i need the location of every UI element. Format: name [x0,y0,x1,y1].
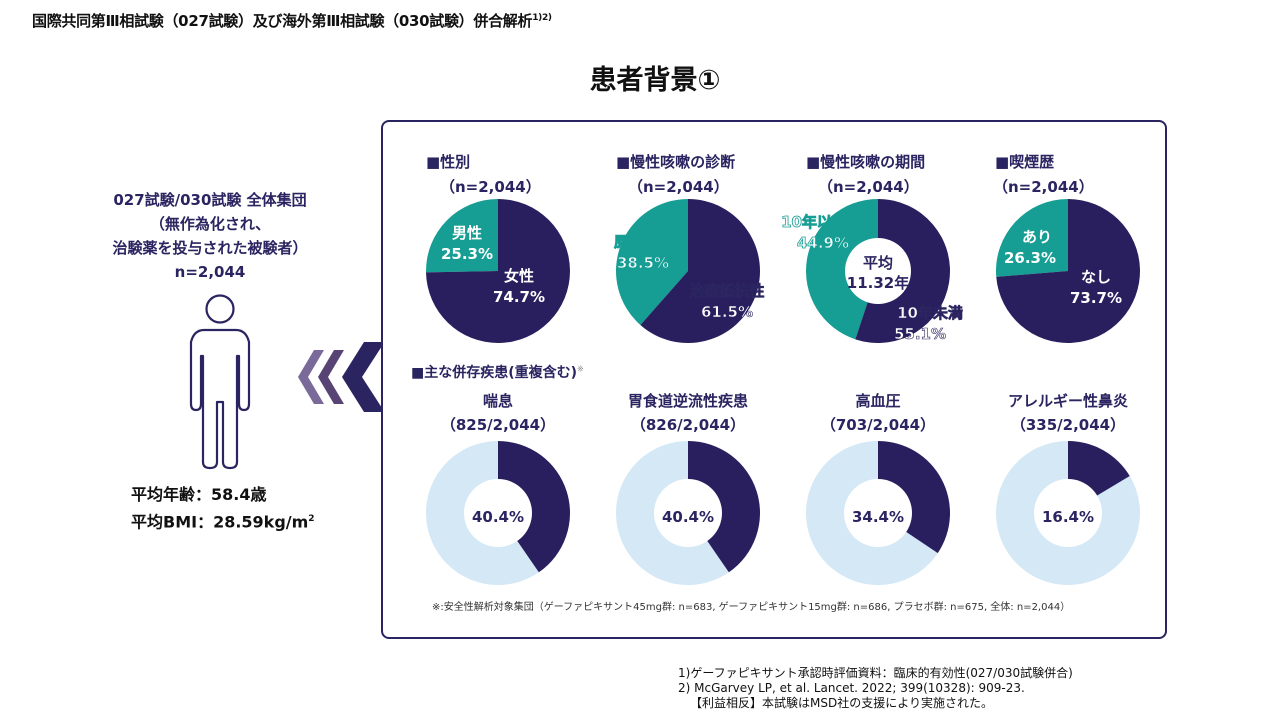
pie-center-hole [845,238,911,304]
value-nonsmoker: 73.7% [1070,289,1122,307]
value-under-10y: 55.1% [894,325,946,343]
comorbidity-title-sup: ※ [577,364,584,374]
pie-smoking: あり 26.3% なし 73.7% [996,199,1140,343]
pie-slice-refractory [640,199,760,343]
cohort-n: n=2,044 [174,263,246,281]
label-10y-plus: 10年以上 [781,213,847,231]
comorbidity-name-rhinitis: アレルギー性鼻炎 [1007,392,1128,410]
center-value-mean: 11.32年 [847,274,909,292]
label-unexplained: 原因不明 [614,233,674,251]
page-title: 患者背景① [589,65,721,96]
reference-2: 2) McGarvey LP, et al. Lancet. 2022; 399… [678,681,1025,695]
center-label-mean: 平均 [863,254,893,272]
pie-duration: 平均 11.32年 10年以上 44.9% 10年未満 55.1% [781,199,963,343]
pie-title-diagnosis: ■慢性咳嗽の診断 [616,153,736,171]
pie-diagnosis: 原因不明 38.5% 治療抵抗性 61.5% [614,199,765,343]
donut-value-hypertension [878,441,951,554]
pie-slice-nonsmoker [996,199,1140,343]
pie-title-sex: ■性別 [426,153,471,171]
value-male: 25.3% [441,245,493,263]
pie-n-diagnosis: （n=2,044） [628,178,729,196]
label-male: 男性 [452,224,482,242]
comorbidity-name-asthma: 喘息 [482,392,513,410]
value-10y-plus: 44.9% [797,234,849,252]
references: 1)ゲーファピキサント承認時評価資料：臨床的有効性(027/030試験併合) 2… [678,666,1073,711]
pie-n-sex: （n=2,044） [440,178,541,196]
pie-slice-female [426,199,570,343]
chevron-dark [342,342,382,412]
header-title-sup: 1)2) [532,13,552,23]
comorbidity-name-hypertension: 高血圧 [855,392,901,410]
mean-bmi-text: 平均BMI：28.59kg/m [131,512,309,532]
mean-bmi-sup: 2 [308,514,315,524]
header-title: 国際共同第Ⅲ相試験（027試験）及び海外第Ⅲ相試験（030試験）併合解析1)2) [32,10,552,31]
chevron-mid [318,350,344,404]
donut-hole-asthma [464,479,532,547]
value-female: 74.7% [493,288,545,306]
comorbidity-title-text: ■主な併存疾患(重複含む) [411,365,578,381]
donut-asthma: 40.4% [426,441,570,585]
pie-title-smoking: ■喫煙歴 [995,153,1055,171]
label-under-10y: 10年未満 [897,304,963,322]
value-smoker: 26.3% [1004,249,1056,267]
label-female: 女性 [504,267,534,285]
donut-label-hypertension: 34.4% [852,508,904,526]
pie-n-duration: （n=2,044） [818,178,919,196]
panel-footnote: ※:安全性解析対象集団（ゲーファピキサント45mg群: n=683, ゲーファピ… [432,602,1071,613]
donut-value-gerd [688,441,760,573]
chevron-light [298,350,324,404]
donut-gerd: 40.4% [616,441,760,585]
mean-age: 平均年齢：58.4歳 [131,485,267,504]
donut-hole-gerd [654,479,722,547]
value-refractory: 61.5% [701,303,753,321]
pie-slice-smoker [996,199,1068,277]
person-icon [189,294,251,470]
donut-label-gerd: 40.4% [662,508,714,526]
cohort-line-3: 治験薬を投与された被験者） [112,239,308,257]
comorbidity-count-gerd: （826/2,044） [630,416,746,434]
comorbidity-title: ■主な併存疾患(重複含む)※ [411,362,584,382]
value-unexplained: 38.5% [617,254,669,272]
donut-hypertension: 34.4% [806,441,951,585]
conflict-of-interest: 【利益相反】本試験はMSD社の支援により実施された。 [690,696,993,710]
reference-1: 1)ゲーファピキサント承認時評価資料：臨床的有効性(027/030試験併合) [678,666,1073,680]
header-title-text: 国際共同第Ⅲ相試験（027試験）及び海外第Ⅲ相試験（030試験）併合解析 [32,12,533,30]
pie-n-smoking: （n=2,044） [993,178,1094,196]
pie-slice-10y-plus [806,199,878,340]
pie-slice-unexplained [616,199,688,326]
chevron-arrows-icon [298,342,382,412]
mean-bmi: 平均BMI：28.59kg/m2 [131,507,315,534]
comorbidity-name-gerd: 胃食道逆流性疾患 [627,392,748,410]
pie-sex: 男性 25.3% 女性 74.7% [425,199,570,343]
donut-hole-hypertension [844,479,912,547]
comorbidity-count-asthma: （825/2,044） [440,416,556,434]
donut-label-rhinitis: 16.4% [1042,508,1094,526]
donut-rhinitis: 16.4% [996,441,1140,585]
pie-title-duration: ■慢性咳嗽の期間 [806,153,926,171]
cohort-line-1: 027試験/030試験 全体集団 [113,191,307,209]
donut-hole-rhinitis [1034,479,1102,547]
pie-slice-male [425,199,498,273]
label-smoker: あり [1022,228,1052,246]
patient-stats: 平均年齢：58.4歳 平均BMI：28.59kg/m2 [131,483,315,534]
label-nonsmoker: なし [1081,268,1111,286]
comorbidity-count-rhinitis: （335/2,044） [1010,416,1126,434]
label-refractory: 治療抵抗性 [689,282,764,300]
cohort-line-2: （無作為化され、 [149,215,271,233]
comorbidity-count-hypertension: （703/2,044） [820,416,936,434]
donut-label-asthma: 40.4% [472,508,524,526]
donut-value-asthma [498,441,570,573]
cohort-description: 027試験/030試験 全体集団 （無作為化され、 治験薬を投与された被験者） … [95,188,325,284]
